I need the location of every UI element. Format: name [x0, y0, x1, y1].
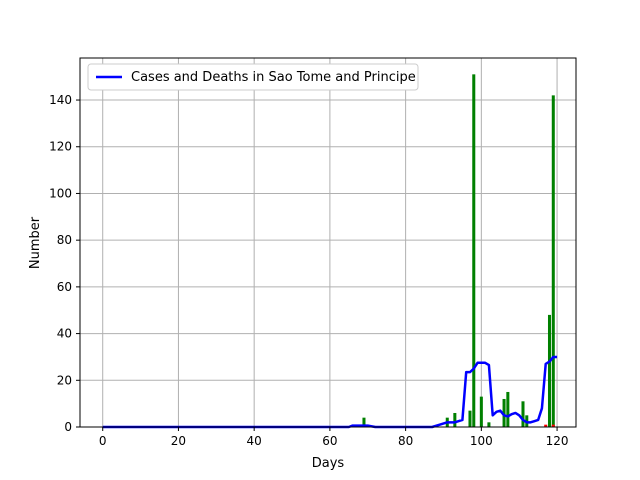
- y-tick-label: 80: [57, 233, 72, 247]
- x-tick-label: 60: [322, 434, 337, 448]
- plot-area: [80, 58, 576, 427]
- bar: [551, 95, 555, 427]
- legend-label: Cases and Deaths in Sao Tome and Princip…: [131, 70, 416, 85]
- y-tick-label: 0: [64, 420, 72, 434]
- bar: [506, 391, 510, 427]
- bar: [502, 398, 506, 427]
- tick-layer: 0 20 40 60 80 100 120 0 20 40 60 80 100 120 140: [49, 93, 568, 448]
- bar: [472, 74, 476, 428]
- bar: [362, 417, 366, 427]
- bar: [521, 401, 525, 427]
- x-tick-label: 0: [99, 434, 107, 448]
- bar: [544, 424, 548, 427]
- y-axis-title: Number: [28, 216, 43, 269]
- y-tick-label: 120: [49, 140, 72, 154]
- bar: [479, 396, 483, 427]
- x-tick-label: 80: [398, 434, 413, 448]
- bar: [453, 412, 457, 427]
- legend-box: [87, 63, 419, 91]
- line-layer: [102, 355, 558, 429]
- bar: [551, 424, 555, 427]
- y-tick-label: 100: [49, 186, 72, 200]
- y-tick-label: 60: [57, 280, 72, 294]
- x-axis-title: Days: [312, 456, 345, 471]
- x-tick-label: 100: [470, 434, 493, 448]
- y-tick-label: 140: [49, 93, 72, 107]
- legend: Cases and Deaths in Sao Tome and Princip…: [87, 63, 419, 91]
- bar: [468, 410, 472, 427]
- x-tick-label: 40: [247, 434, 262, 448]
- series-line: [102, 355, 558, 429]
- bar: [547, 314, 552, 427]
- x-tick-label: 120: [546, 434, 569, 448]
- plot-frame: [79, 57, 577, 428]
- bar: [487, 422, 491, 427]
- y-tick-label: 40: [57, 327, 72, 341]
- x-tick-label: 20: [171, 434, 186, 448]
- y-tick-label: 20: [57, 373, 72, 387]
